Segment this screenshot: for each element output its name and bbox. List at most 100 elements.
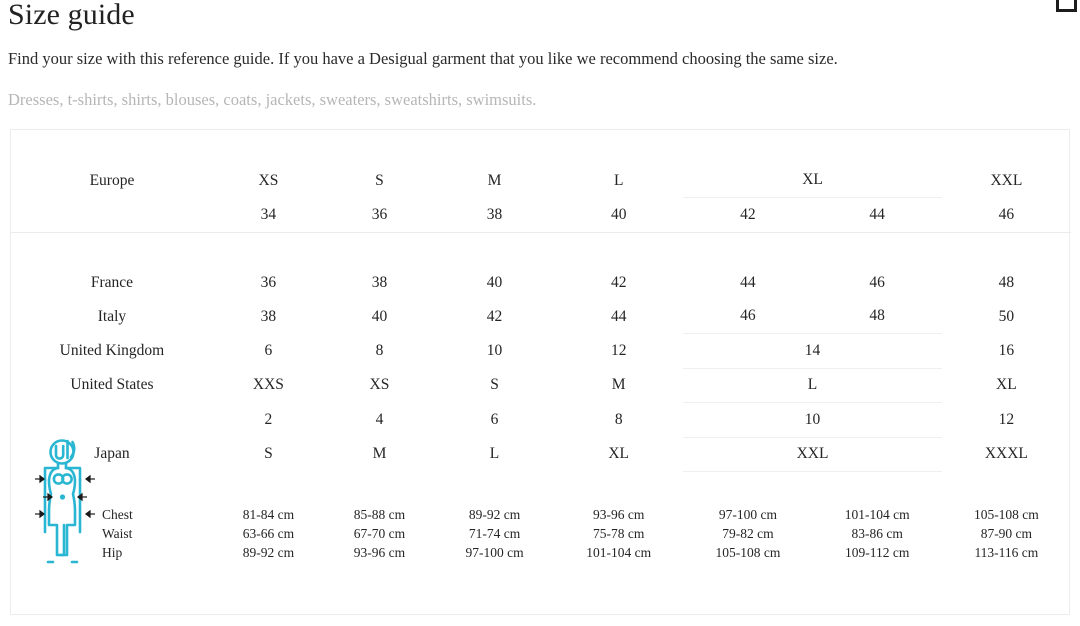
cell-uk-s: 8 — [375, 341, 384, 359]
measure-chest-xxl: 105-108 cm — [973, 507, 1039, 522]
cell-us-letter-xxl: XL — [996, 376, 1017, 394]
cell-us-letter-s: XS — [369, 376, 390, 394]
cell-france-xxl: 48 — [998, 273, 1015, 291]
measure-label-hip: Hip — [102, 545, 123, 560]
cell-us-letter-l: M — [611, 376, 626, 394]
cell-europe-letter-s: S — [375, 171, 384, 189]
close-box-icon[interactable] — [1056, 0, 1077, 12]
table-row-united-states-letters: United States XXS XS S M L XL — [11, 368, 1071, 403]
spacer-after-europe — [11, 232, 1071, 266]
table-row-europe-letters: Europe XS S M L XL XXL — [11, 163, 1071, 198]
cell-japan-m: L — [489, 445, 500, 463]
measure-chest-xs: 81-84 cm — [242, 507, 295, 522]
size-conversion-table: Europe XS S M L XL XXL 34 36 38 40 42 44… — [11, 130, 1071, 506]
cell-france-xs: 36 — [260, 273, 277, 291]
cell-europe-num-xxl: 46 — [941, 197, 1071, 233]
cell-europe-letter-xl: XL — [683, 163, 942, 198]
measure-row-chest: Chest 81-84 cm 85-88 cm 89-92 cm 93-96 c… — [11, 506, 1071, 525]
cell-europe-num-xs: 34 — [212, 197, 324, 233]
measure-hip-s: 93-96 cm — [353, 545, 406, 560]
table-row-france: France 36 38 40 42 44 46 48 — [11, 266, 1071, 300]
cell-japan-xxl: XXXL — [984, 445, 1028, 463]
measure-label-chest: Chest — [102, 507, 133, 522]
table-row-united-kingdom: United Kingdom 6 8 10 12 14 16 — [11, 333, 1071, 369]
cell-uk-l: 12 — [610, 341, 627, 359]
measure-hip-xl1: 105-108 cm — [715, 545, 781, 560]
size-guide-panel: Europe XS S M L XL XXL 34 36 38 40 42 44… — [10, 129, 1071, 615]
measure-waist-l: 75-78 cm — [593, 526, 645, 541]
spacer-before-measurements — [11, 472, 1071, 506]
cell-italy-s: 40 — [371, 307, 388, 325]
cell-uk-xxl: 16 — [998, 341, 1015, 359]
measurements-table: Chest 81-84 cm 85-88 cm 89-92 cm 93-96 c… — [11, 506, 1071, 563]
intro-text: Find your size with this reference guide… — [8, 49, 838, 68]
measure-waist-s: 67-70 cm — [353, 526, 406, 541]
row-label-europe: Europe — [89, 171, 135, 189]
page-title: Size guide — [8, 0, 135, 31]
measure-hip-xs: 89-92 cm — [242, 545, 295, 560]
row-label-united-kingdom: United Kingdom — [59, 341, 165, 359]
cell-europe-num-s: 36 — [323, 197, 435, 233]
measure-waist-xxl: 87-90 cm — [980, 526, 1033, 541]
table-row-japan: Japan S M L XL XXL XXXL — [11, 436, 1071, 472]
cell-france-s: 38 — [371, 273, 388, 291]
cell-us-letter-m: S — [490, 376, 499, 394]
cell-italy-xxl: 50 — [998, 307, 1015, 325]
cell-italy-xl2: 48 — [869, 307, 885, 325]
cell-europe-letter-m: M — [487, 171, 502, 189]
cell-france-xl2: 46 — [869, 273, 885, 291]
measure-hip-xxl: 113-116 cm — [974, 545, 1039, 560]
cell-italy-m: 42 — [486, 307, 503, 325]
measure-hip-l: 101-104 cm — [586, 545, 652, 560]
row-label-united-states: United States — [70, 376, 154, 394]
measure-waist-m: 71-74 cm — [468, 526, 521, 541]
cell-us-num-s: 4 — [375, 410, 384, 428]
measure-row-hip: Hip 89-92 cm 93-96 cm 97-100 cm 101-104 … — [11, 544, 1071, 563]
measure-hip-m: 97-100 cm — [465, 545, 524, 560]
measure-waist-xs: 63-66 cm — [242, 526, 295, 541]
cell-france-xl1: 44 — [740, 273, 756, 291]
categories-text: Dresses, t-shirts, shirts, blouses, coat… — [8, 90, 537, 109]
table-top-spacer — [11, 130, 1071, 164]
cell-europe-letter-xxl: XXL — [990, 171, 1023, 189]
measurements-section: Chest 81-84 cm 85-88 cm 89-92 cm 93-96 c… — [11, 438, 1071, 563]
cell-japan-xl-merged: XXL — [683, 436, 942, 472]
cell-italy-xl1: 46 — [740, 307, 756, 325]
cell-italy-l: 44 — [610, 307, 627, 325]
cell-us-num-xl-merged: 10 — [683, 402, 942, 438]
cell-uk-xs: 6 — [264, 341, 273, 359]
row-label-italy: Italy — [97, 307, 127, 325]
cell-us-num-l: 8 — [614, 410, 623, 428]
cell-japan-s: M — [372, 445, 387, 463]
table-row-italy: Italy 38 40 42 44 46 48 50 — [11, 300, 1071, 334]
table-row-united-states-numbers: 2 4 6 8 10 12 — [11, 402, 1071, 438]
cell-japan-xs: S — [264, 445, 273, 463]
table-row-europe-numbers: 34 36 38 40 42 44 46 — [11, 197, 1071, 233]
cell-japan-l: XL — [608, 445, 630, 463]
measure-waist-xl2: 83-86 cm — [851, 526, 903, 541]
row-label-france: France — [90, 273, 134, 291]
measure-chest-m: 89-92 cm — [468, 507, 521, 522]
measure-chest-xl2: 101-104 cm — [844, 507, 910, 522]
cell-uk-xl-merged: 14 — [683, 333, 942, 369]
cell-us-num-xs: 2 — [264, 410, 273, 428]
row-label-japan: Japan — [94, 445, 130, 463]
cell-europe-num-xl1: 42 — [683, 197, 813, 233]
measure-chest-xl1: 97-100 cm — [718, 507, 777, 522]
measure-hip-xl2: 109-112 cm — [844, 545, 910, 560]
cell-europe-num-xl2: 44 — [812, 197, 942, 233]
row-label-united-states-numbers — [11, 403, 213, 438]
cell-us-num-xxl: 12 — [998, 410, 1015, 428]
cell-france-l: 42 — [610, 273, 627, 291]
cell-france-m: 40 — [486, 273, 503, 291]
measure-label-waist: Waist — [102, 526, 133, 541]
cell-europe-letter-xs: XS — [258, 171, 279, 189]
measure-chest-s: 85-88 cm — [353, 507, 406, 522]
cell-europe-num-l: 40 — [554, 197, 684, 233]
measure-row-waist: Waist 63-66 cm 67-70 cm 71-74 cm 75-78 c… — [11, 525, 1071, 544]
cell-uk-m: 10 — [486, 341, 503, 359]
cell-us-letter-xl-merged: L — [807, 376, 818, 394]
cell-europe-num-m: 38 — [434, 197, 555, 233]
cell-italy-xs: 38 — [260, 307, 277, 325]
row-label-europe-numbers — [11, 197, 213, 233]
